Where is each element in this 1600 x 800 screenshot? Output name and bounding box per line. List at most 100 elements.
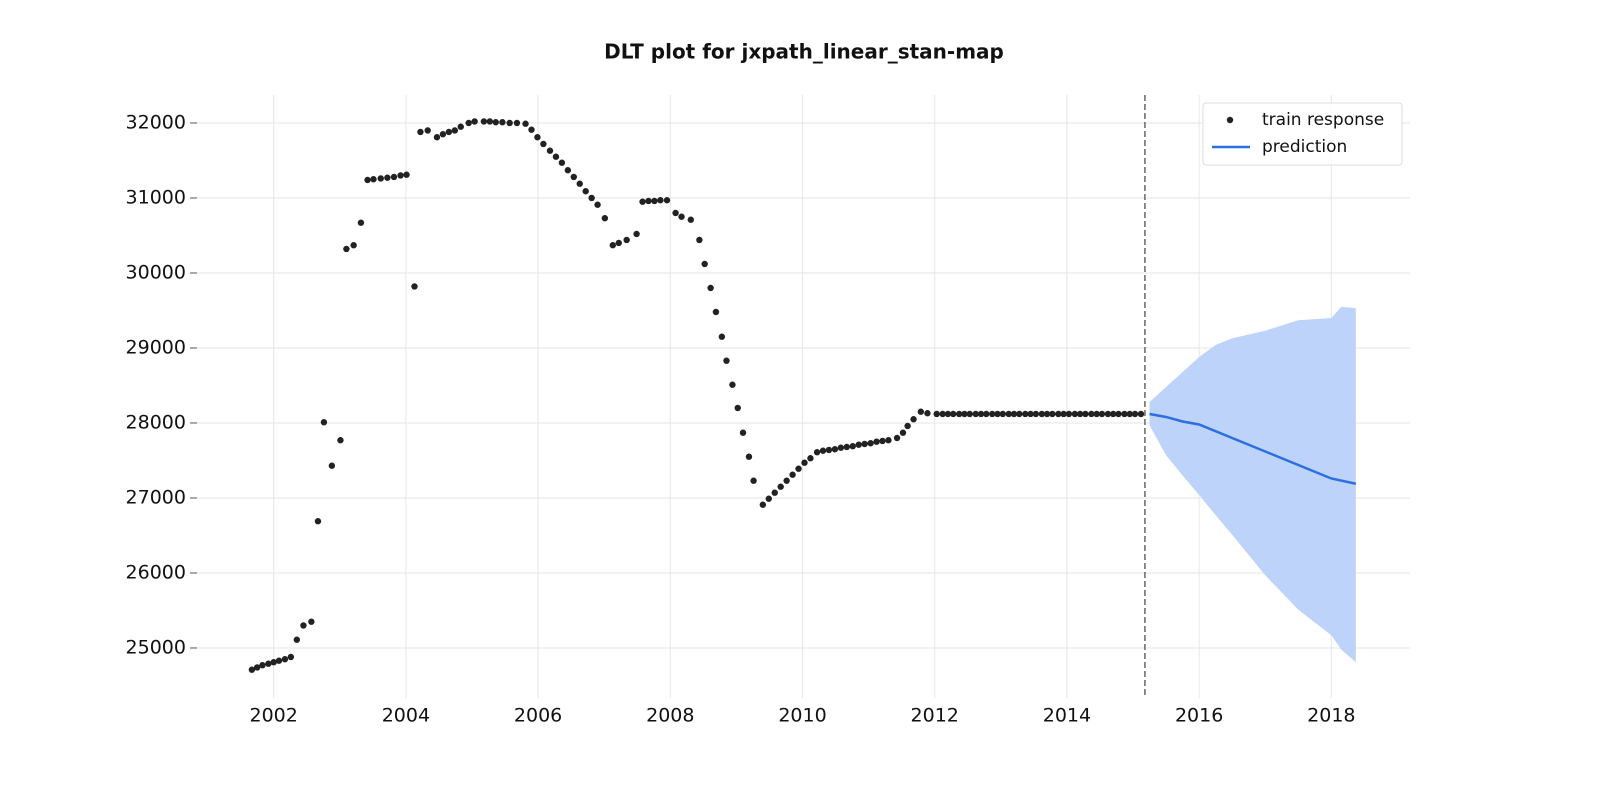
data-point [1055,410,1062,418]
data-point [499,119,506,126]
data-point [855,441,862,448]
data-point [639,198,646,205]
data-point [506,119,513,127]
data-point [783,477,790,484]
data-point [457,123,464,130]
data-point [540,140,547,148]
data-point [552,153,560,160]
data-point [994,410,1001,418]
data-point [270,659,277,666]
data-point [1049,410,1056,418]
data-point [977,410,985,418]
y-tick-label: 26000 [126,561,186,583]
data-point [439,131,447,138]
data-point [1016,410,1023,418]
data-point [397,172,404,179]
data-point [795,465,802,472]
data-point [777,483,784,490]
data-point [287,653,295,661]
data-point [534,134,541,141]
data-point [390,173,398,181]
data-point [1005,410,1012,418]
data-point [801,459,808,466]
data-point [528,126,535,133]
data-point [687,216,694,223]
data-point [265,660,272,667]
data-point [701,260,708,268]
data-point [1121,410,1128,418]
data-point [917,408,925,415]
data-point [465,119,472,127]
y-tick-label: 29000 [126,336,186,358]
data-point [384,174,391,181]
data-point [867,440,874,447]
data-point [570,173,577,181]
data-point [739,429,747,436]
data-point [849,443,856,450]
data-point [678,213,685,220]
data-point [513,119,521,127]
data-point [377,175,384,182]
y-tick-label: 30000 [126,261,186,283]
data-point [1076,410,1084,418]
x-tick-label: 2016 [1175,705,1223,727]
data-point [759,501,767,508]
y-tick-label: 25000 [126,636,186,658]
data-point [745,453,753,460]
data-point [861,440,868,448]
data-point [989,410,996,418]
data-point [601,215,609,222]
data-point [1126,410,1133,418]
data-point [343,245,350,253]
data-point [729,381,736,388]
chart-title: DLT plot for jxpath_linear_stan-map [604,40,1004,64]
y-tick-label: 27000 [126,486,186,508]
data-point [403,171,410,178]
x-tick-label: 2004 [382,705,430,727]
data-point [1131,410,1139,418]
data-point [314,518,322,525]
data-point [558,159,566,166]
data-point [657,197,664,204]
data-point [944,410,952,418]
data-point [480,118,488,125]
data-point [1038,410,1046,418]
data-point [972,410,979,418]
data-point [320,419,328,426]
data-point [337,437,344,444]
data-point [300,622,307,629]
x-tick-label: 2014 [1043,705,1091,727]
data-point [734,404,741,412]
data-point [1032,410,1040,418]
data-point [899,429,907,436]
data-point [707,284,714,292]
data-point [645,197,652,205]
x-tick-label: 2008 [646,705,694,727]
data-point [696,236,703,244]
data-point [771,489,778,496]
data-point [259,662,266,669]
data-point [750,477,757,484]
data-point [999,410,1007,418]
data-point [1065,410,1073,418]
data-point [293,636,301,643]
data-point [831,446,839,453]
data-point [893,434,901,442]
data-point [609,242,616,249]
data-point [492,119,499,126]
data-point [924,410,931,417]
data-point [417,128,424,136]
prediction-line [1149,412,1357,485]
x-tick-label: 2006 [514,705,562,727]
data-point [843,443,850,451]
data-point [663,197,671,204]
data-point [950,410,957,418]
data-point [1022,410,1029,418]
y-tick-label: 32000 [126,111,186,133]
legend-label: prediction [1262,137,1347,157]
data-point [350,242,357,249]
data-point [1093,410,1100,418]
data-point [328,462,336,469]
x-tick-label: 2002 [250,705,298,727]
